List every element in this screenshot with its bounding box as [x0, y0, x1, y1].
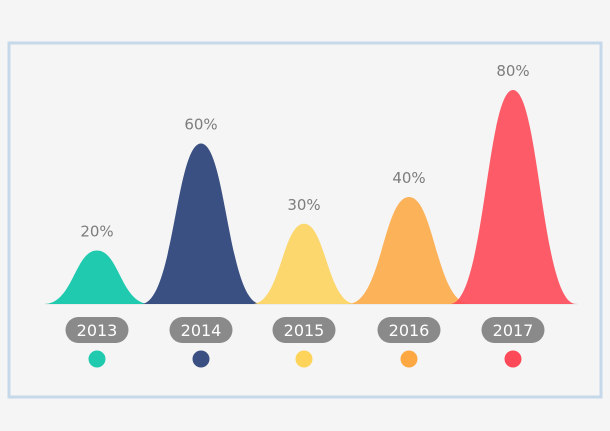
year-pill-2017 — [481, 317, 545, 343]
color-dot-2017 — [504, 350, 522, 368]
color-dot-2014 — [192, 350, 210, 368]
value-label-2015: 30% — [287, 196, 320, 214]
color-dot-2015 — [295, 350, 313, 368]
value-label-2016: 40% — [392, 169, 425, 187]
peaks-layer — [44, 90, 576, 304]
color-dots-layer — [88, 350, 522, 368]
year-label-2013: 2013 — [77, 321, 118, 340]
year-pill-2014 — [169, 317, 233, 343]
year-label-2015: 2015 — [284, 321, 325, 340]
peak-2014 — [141, 143, 261, 304]
value-label-2013: 20% — [80, 223, 113, 241]
peak-2017 — [450, 90, 576, 304]
color-dot-2016 — [400, 350, 418, 368]
value-labels-layer: 20% 60% 30% 40% 80% — [80, 62, 529, 241]
year-pill-2013 — [65, 317, 129, 343]
peak-2016 — [348, 197, 470, 304]
category-labels-layer: 2013 2014 2015 2016 2017 — [65, 317, 545, 343]
value-label-2017: 80% — [496, 62, 529, 80]
year-pill-2016 — [377, 317, 441, 343]
value-label-2014: 60% — [184, 116, 217, 134]
chart-frame — [7, 41, 603, 399]
year-label-2016: 2016 — [389, 321, 430, 340]
year-label-2014: 2014 — [181, 321, 222, 340]
year-label-2017: 2017 — [493, 321, 534, 340]
peak-2013 — [44, 250, 150, 304]
peak-2015 — [252, 223, 356, 304]
color-dot-2013 — [88, 350, 106, 368]
year-pill-2015 — [272, 317, 336, 343]
